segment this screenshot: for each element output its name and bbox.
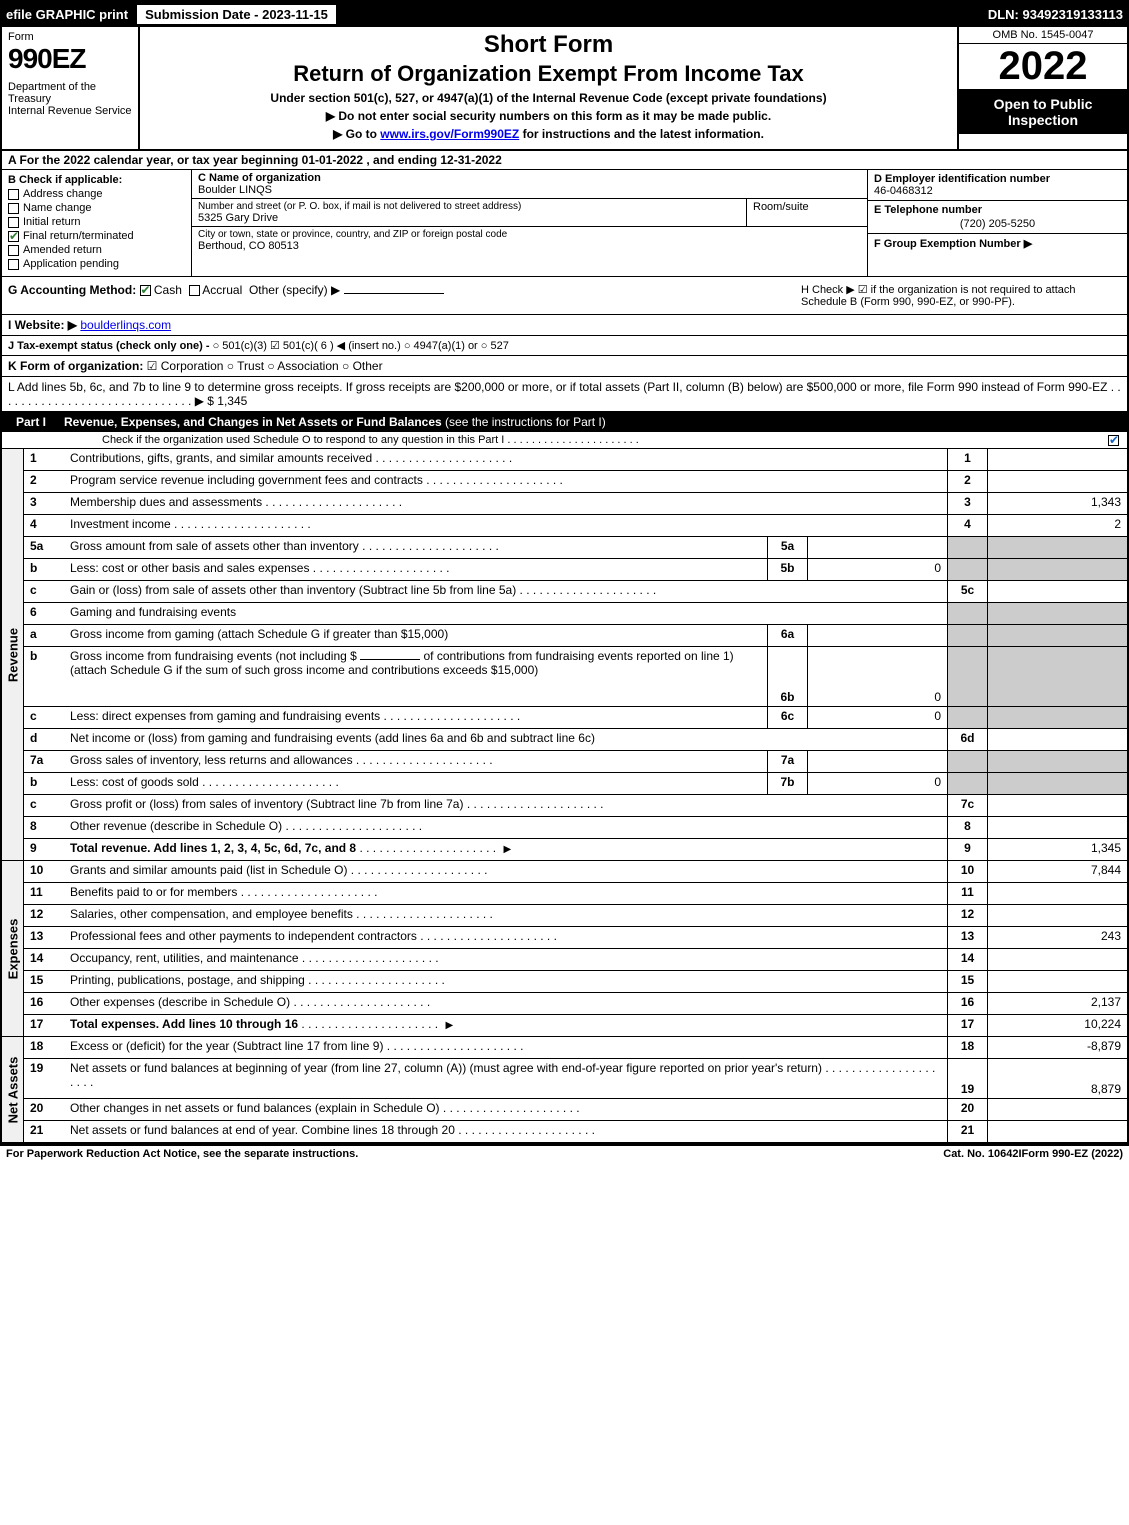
dept-label: Department of the Treasury Internal Reve… bbox=[8, 81, 132, 117]
right-info: D Employer identification number 46-0468… bbox=[867, 170, 1127, 276]
line-l: L Add lines 5b, 6c, and 7b to line 9 to … bbox=[2, 377, 1127, 412]
k-label: K Form of organization: bbox=[8, 359, 143, 373]
sub3-post: for instructions and the latest informat… bbox=[519, 127, 764, 141]
sub2: ▶ Do not enter social security numbers o… bbox=[150, 109, 947, 123]
side-netassets: Net Assets bbox=[2, 1037, 24, 1143]
sub1: Under section 501(c), 527, or 4947(a)(1)… bbox=[150, 91, 947, 105]
cb-final-return[interactable] bbox=[8, 231, 19, 242]
topbar: efile GRAPHIC print Submission Date - 20… bbox=[2, 2, 1127, 27]
dln: DLN: 93492319133113 bbox=[988, 7, 1123, 22]
part1-check-note: Check if the organization used Schedule … bbox=[2, 432, 1127, 449]
street-label: Number and street (or P. O. box, if mail… bbox=[198, 201, 740, 212]
g-section: G Accounting Method: Cash Accrual Other … bbox=[8, 283, 801, 308]
netassets-section: Net Assets 18Excess or (deficit) for the… bbox=[2, 1037, 1127, 1143]
lbl-final-return: Final return/terminated bbox=[23, 230, 134, 242]
cb-address-change[interactable] bbox=[8, 189, 19, 200]
lbl-application-pending: Application pending bbox=[23, 258, 119, 270]
cb-cash[interactable] bbox=[140, 285, 151, 296]
line-num: 1 bbox=[947, 449, 987, 470]
footer: For Paperwork Reduction Act Notice, see … bbox=[0, 1145, 1129, 1162]
row-num: 1 bbox=[24, 449, 64, 470]
inspection-label: Open to Public Inspection bbox=[959, 89, 1127, 134]
sub3: ▶ Go to www.irs.gov/Form990EZ for instru… bbox=[150, 127, 947, 141]
section-b-title: B Check if applicable: bbox=[8, 174, 185, 186]
g-other: Other (specify) ▶ bbox=[249, 283, 340, 297]
short-form-title: Short Form bbox=[150, 31, 947, 59]
i-label: I Website: ▶ bbox=[8, 318, 77, 332]
d-label: D Employer identification number bbox=[874, 173, 1121, 185]
submission-date: Submission Date - 2023-11-15 bbox=[136, 4, 337, 25]
f-label: F Group Exemption Number ▶ bbox=[874, 237, 1121, 250]
website-link[interactable]: boulderlinqs.com bbox=[80, 318, 171, 332]
cb-application-pending[interactable] bbox=[8, 259, 19, 270]
section-c: C Name of organization Boulder LINQS Num… bbox=[192, 170, 867, 276]
efile-label: efile GRAPHIC print bbox=[6, 7, 136, 22]
room-label: Room/suite bbox=[753, 201, 861, 213]
line-i: I Website: ▶ boulderlinqs.com bbox=[2, 315, 1127, 336]
expenses-section: Expenses 10Grants and similar amounts pa… bbox=[2, 861, 1127, 1037]
part1-label: Part I bbox=[8, 415, 54, 429]
section-b: B Check if applicable: Address change Na… bbox=[2, 170, 192, 276]
row-gh: G Accounting Method: Cash Accrual Other … bbox=[2, 277, 1127, 315]
part1-header: Part I Revenue, Expenses, and Changes in… bbox=[2, 412, 1127, 432]
lbl-initial-return: Initial return bbox=[23, 216, 80, 228]
city-label: City or town, state or province, country… bbox=[198, 229, 507, 240]
form-number: 990EZ bbox=[8, 43, 132, 75]
form-header: Form 990EZ Department of the Treasury In… bbox=[2, 27, 1127, 151]
city-value: Berthoud, CO 80513 bbox=[198, 240, 507, 252]
part1-title-rest: (see the instructions for Part I) bbox=[442, 415, 606, 429]
cb-schedule-o[interactable] bbox=[1108, 435, 1119, 446]
c-name-label: C Name of organization bbox=[198, 172, 855, 184]
footer-center: Cat. No. 10642I bbox=[943, 1148, 1021, 1160]
tax-year: 2022 bbox=[959, 44, 1127, 89]
cb-amended-return[interactable] bbox=[8, 245, 19, 256]
form-label: Form bbox=[8, 31, 132, 43]
omb-number: OMB No. 1545-0047 bbox=[959, 27, 1127, 44]
j-label: J Tax-exempt status (check only one) - bbox=[8, 340, 210, 352]
footer-right: Form 990-EZ (2022) bbox=[1022, 1148, 1123, 1160]
line-k: K Form of organization: ☑ Corporation ○ … bbox=[2, 356, 1127, 377]
org-name: Boulder LINQS bbox=[198, 184, 861, 196]
amt bbox=[987, 449, 1127, 470]
row-desc: Contributions, gifts, grants, and simila… bbox=[70, 451, 372, 465]
revenue-section: Revenue 1 Contributions, gifts, grants, a… bbox=[2, 449, 1127, 861]
side-expenses: Expenses bbox=[2, 861, 24, 1037]
irs-link[interactable]: www.irs.gov/Form990EZ bbox=[380, 127, 519, 141]
street-value: 5325 Gary Drive bbox=[198, 212, 740, 224]
main-title: Return of Organization Exempt From Incom… bbox=[150, 61, 947, 87]
footer-left: For Paperwork Reduction Act Notice, see … bbox=[6, 1148, 743, 1160]
g-other-input[interactable] bbox=[344, 293, 444, 294]
lbl-amended-return: Amended return bbox=[23, 244, 102, 256]
info-block: B Check if applicable: Address change Na… bbox=[2, 170, 1127, 277]
k-opts: ☑ Corporation ○ Trust ○ Association ○ Ot… bbox=[147, 359, 383, 373]
side-revenue: Revenue bbox=[2, 449, 24, 861]
g-cash: Cash bbox=[154, 283, 182, 297]
g-label: G Accounting Method: bbox=[8, 283, 136, 297]
h-section: H Check ▶ ☑ if the organization is not r… bbox=[801, 283, 1121, 308]
section-a: A For the 2022 calendar year, or tax yea… bbox=[2, 151, 1127, 170]
part1-check-text: Check if the organization used Schedule … bbox=[102, 434, 639, 446]
cb-accrual[interactable] bbox=[189, 285, 200, 296]
lbl-name-change: Name change bbox=[23, 202, 92, 214]
cb-name-change[interactable] bbox=[8, 203, 19, 214]
line-j: J Tax-exempt status (check only one) - ○… bbox=[2, 336, 1127, 356]
g-accrual: Accrual bbox=[202, 283, 242, 297]
part1-title-bold: Revenue, Expenses, and Changes in Net As… bbox=[64, 415, 442, 429]
sub3-pre: ▶ Go to bbox=[333, 127, 380, 141]
d-value: 46-0468312 bbox=[874, 185, 1121, 197]
cb-initial-return[interactable] bbox=[8, 217, 19, 228]
e-label: E Telephone number bbox=[874, 204, 1121, 216]
j-opts: ○ 501(c)(3) ☑ 501(c)( 6 ) ◀ (insert no.)… bbox=[213, 340, 509, 352]
lbl-address-change: Address change bbox=[23, 188, 103, 200]
e-value: (720) 205-5250 bbox=[874, 218, 1121, 230]
